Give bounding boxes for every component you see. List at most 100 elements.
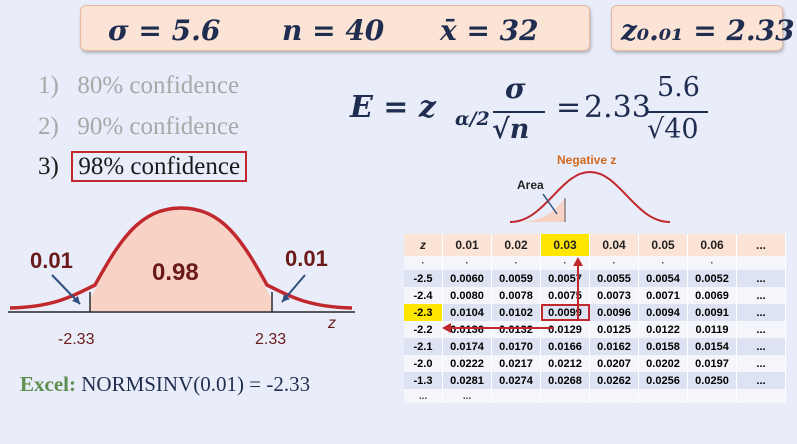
table-cell: [736, 389, 786, 403]
table-cell: 0.0078: [491, 287, 541, 304]
table-cell: [540, 389, 590, 403]
table-cell: 0.0158: [638, 338, 688, 355]
table-cell: 0.0136: [442, 321, 492, 338]
table-cell: 0.0268: [540, 372, 590, 389]
center-area: [90, 208, 272, 311]
header-cell-highlighted: 0.03: [540, 234, 590, 256]
table-row: -1.3 0.0281 0.0274 0.0268 0.0262 0.0256 …: [404, 372, 786, 389]
table-cell: ...: [736, 372, 786, 389]
table-cell: 0.0174: [442, 338, 492, 355]
header-cell: 0.06: [687, 234, 737, 256]
z-critical-value: z₀.₀₁ = 2.33: [621, 14, 795, 47]
table-cell: 0.0096: [589, 304, 639, 321]
negative-z-title: Negative z: [557, 153, 616, 167]
formula-lhs: E = z: [350, 90, 436, 125]
fraction-bar: [493, 111, 545, 113]
formula-equals: =: [556, 90, 582, 125]
table-row: -2.0 0.0222 0.0217 0.0212 0.0207 0.0202 …: [404, 355, 786, 372]
table-cell-answer: 0.0099: [540, 304, 590, 321]
table-cell: ...: [736, 270, 786, 287]
table-cell: ...: [736, 287, 786, 304]
option-98: 3) 98% confidence: [38, 151, 248, 182]
table-cell: 0.0125: [589, 321, 639, 338]
table-cell: ...: [736, 355, 786, 372]
table-cell: 0.0162: [589, 338, 639, 355]
table-cell: 0.0119: [687, 321, 737, 338]
table-cell: [638, 389, 688, 403]
left-z-label: -2.33: [58, 331, 95, 348]
left-tail-value: 0.01: [30, 248, 73, 273]
table-cell: ...: [404, 389, 443, 403]
table-cell: 0.0212: [540, 355, 590, 372]
table-cell: ...: [442, 389, 492, 403]
critical-value-box: [611, 5, 783, 51]
header-cell: 0.05: [638, 234, 688, 256]
table-cell: 0.0052: [687, 270, 737, 287]
table-row: -2.2 0.0136 0.0132 0.0129 0.0125 0.0122 …: [404, 321, 786, 338]
table-cell: 0.0057: [540, 270, 590, 287]
table-cell: ·: [404, 256, 443, 270]
table-cell: 0.0262: [589, 372, 639, 389]
table-cell: [589, 389, 639, 403]
table-cell: 0.0059: [491, 270, 541, 287]
table-cell: 0.0132: [491, 321, 541, 338]
table-cell: 0.0102: [491, 304, 541, 321]
table-cell: [736, 256, 786, 270]
formula-subscript: α/2: [455, 108, 490, 130]
table-cell: 0.0091: [687, 304, 737, 321]
table-row: -2.5 0.0060 0.0059 0.0057 0.0055 0.0054 …: [404, 270, 786, 287]
option-label-selected: 98% confidence: [71, 151, 248, 182]
right-z-label: 2.33: [255, 331, 286, 348]
small-area-label: Area: [517, 178, 544, 192]
table-cell: 0.0170: [491, 338, 541, 355]
table-row: ... ...: [404, 389, 786, 403]
formula-coefficient: 2.33: [584, 90, 651, 125]
n-value: n = 40: [282, 14, 385, 47]
header-cell: z: [404, 234, 443, 256]
table-cell: ·: [491, 256, 541, 270]
table-cell: 0.0122: [638, 321, 688, 338]
table-cell: ...: [736, 321, 786, 338]
option-80: 1) 80% confidence: [38, 72, 239, 100]
table-row: -2.1 0.0174 0.0170 0.0166 0.0162 0.0158 …: [404, 338, 786, 355]
table-cell: 0.0217: [491, 355, 541, 372]
header-cell: 0.01: [442, 234, 492, 256]
margin-of-error-formula: E = z α/2 σ √n = 2.33 5.6 √40: [350, 72, 770, 156]
curve-line: [9, 206, 353, 310]
table-cell: 0.0202: [638, 355, 688, 372]
option-90: 2) 90% confidence: [38, 113, 239, 141]
table-cell: 0.0129: [540, 321, 590, 338]
table-cell: 0.0154: [687, 338, 737, 355]
table-cell: 0.0069: [687, 287, 737, 304]
table-cell: 0.0104: [442, 304, 492, 321]
table-row: -2.4 0.0080 0.0078 0.0075 0.0073 0.0071 …: [404, 287, 786, 304]
z-table: z 0.01 0.02 0.03 0.04 0.05 0.06 ... · · …: [404, 234, 786, 403]
table-cell-highlighted: -2.3: [404, 304, 443, 321]
excel-label: Excel:: [20, 372, 76, 396]
header-cell: 0.02: [491, 234, 541, 256]
option-number: 3): [38, 153, 59, 180]
small-curve-left-area: [515, 198, 565, 222]
table-cell: ·: [442, 256, 492, 270]
table-cell: -2.1: [404, 338, 443, 355]
table-cell: 0.0060: [442, 270, 492, 287]
table-cell: 0.0207: [589, 355, 639, 372]
table-cell: -2.5: [404, 270, 443, 287]
table-cell: ·: [540, 256, 590, 270]
table-cell: 0.0166: [540, 338, 590, 355]
z-table-header: z 0.01 0.02 0.03 0.04 0.05 0.06 ...: [404, 234, 786, 256]
table-cell: -2.0: [404, 355, 443, 372]
fraction-bar-2: [648, 111, 708, 113]
parameters-box: [80, 5, 590, 51]
option-number: 1): [38, 72, 59, 99]
table-cell: 0.0274: [491, 372, 541, 389]
normal-curve: 0.01 0.98 0.01 -2.33 2.33 z: [8, 206, 355, 348]
small-curve-line: [509, 170, 671, 223]
formula-sqrt-n: √n: [492, 114, 530, 145]
xbar-value: x̄ = 32: [440, 14, 539, 47]
table-cell: 0.0256: [638, 372, 688, 389]
table-cell: -2.4: [404, 287, 443, 304]
area-pointer: [542, 193, 558, 215]
formula-denominator: √40: [647, 114, 699, 145]
header-cell: 0.04: [589, 234, 639, 256]
